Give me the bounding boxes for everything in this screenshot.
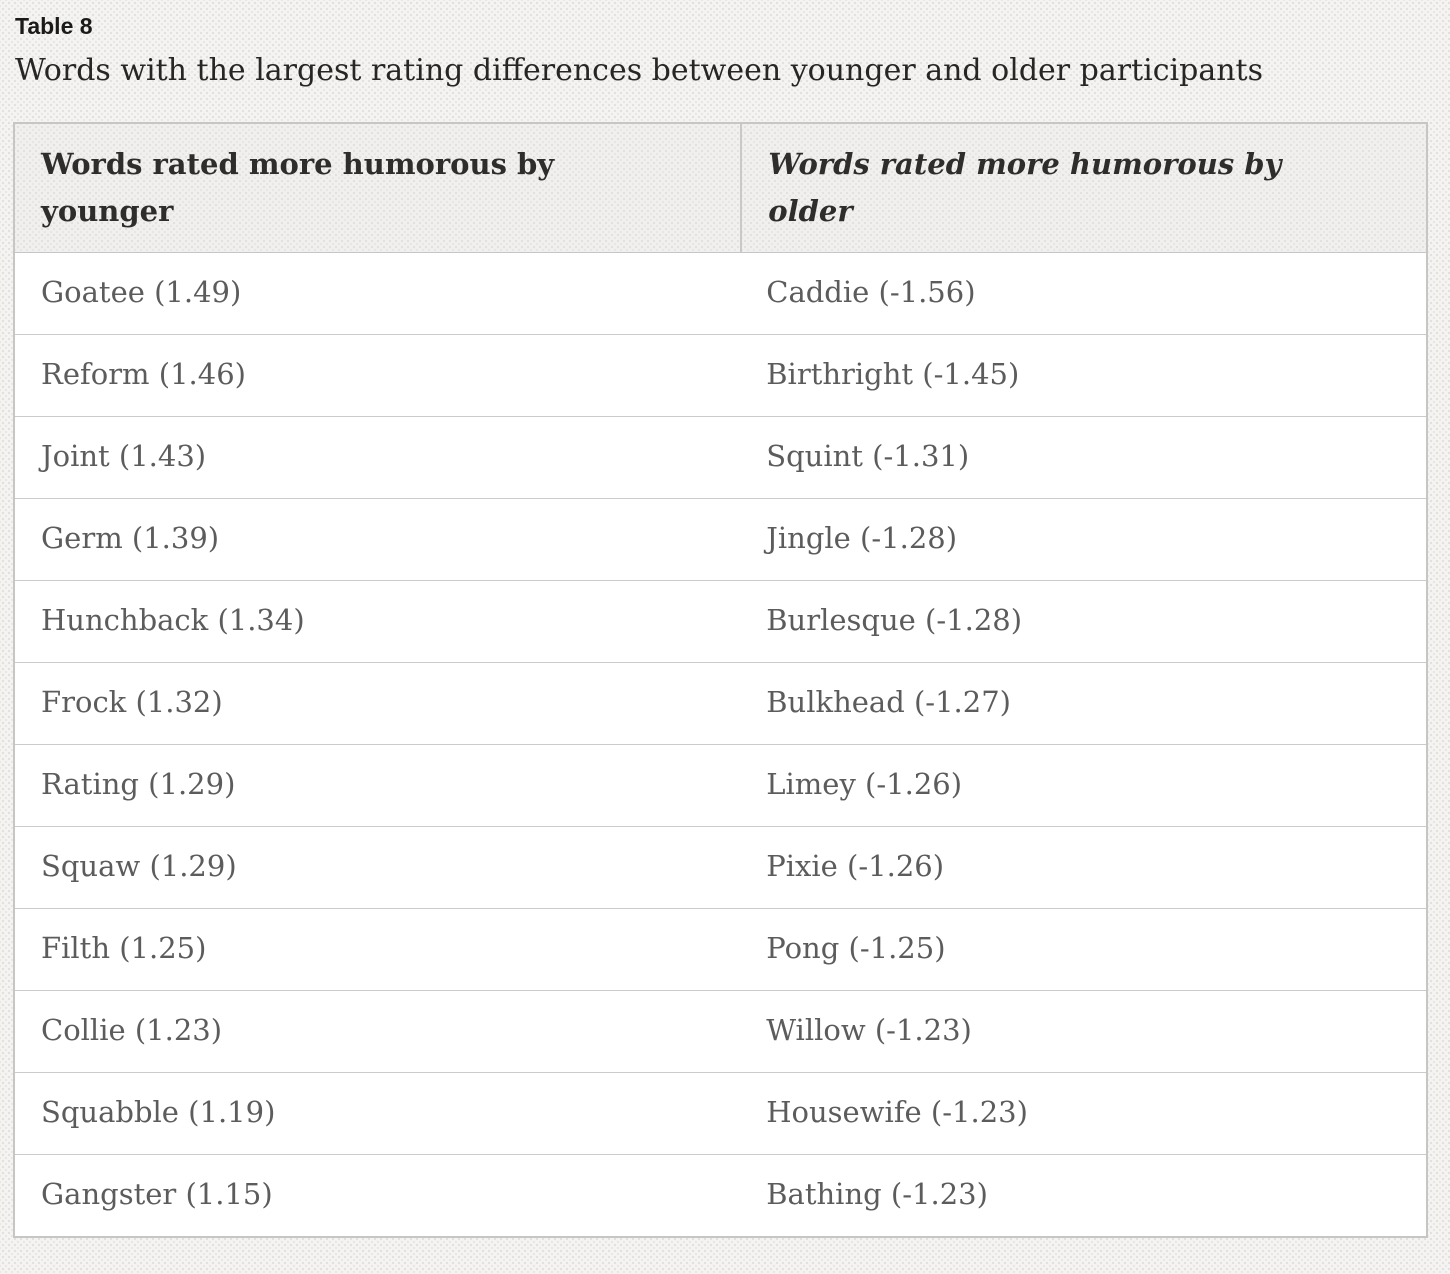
column-header-older: Words rated more humorous by older [740, 124, 1426, 253]
header-row: Words rated more humorous by younger Wor… [15, 124, 1426, 253]
table-row: Gangster (1.15) Bathing (-1.23) [15, 1155, 1426, 1236]
cell-younger: Collie (1.23) [15, 991, 741, 1073]
column-header-younger-label: Words rated more humorous by younger [41, 147, 555, 228]
cell-older: Caddie (-1.56) [740, 253, 1426, 335]
cell-older: Birthright (-1.45) [740, 335, 1426, 417]
cell-older: Squint (-1.31) [740, 417, 1426, 499]
table-row: Hunchback (1.34) Burlesque (-1.28) [15, 581, 1426, 663]
cell-younger: Reform (1.46) [15, 335, 741, 417]
ratings-table: Words rated more humorous by younger Wor… [13, 122, 1428, 1238]
cell-younger: Germ (1.39) [15, 499, 741, 581]
article-table-section: Table 8 Words with the largest rating di… [13, 13, 1428, 1238]
table-row: Filth (1.25) Pong (-1.25) [15, 909, 1426, 991]
cell-younger: Joint (1.43) [15, 417, 741, 499]
cell-older: Bulkhead (-1.27) [740, 663, 1426, 745]
cell-younger: Frock (1.32) [15, 663, 741, 745]
cell-older: Limey (-1.26) [740, 745, 1426, 827]
table-caption: Words with the largest rating difference… [15, 53, 1263, 88]
cell-older: Willow (-1.23) [740, 991, 1426, 1073]
column-header-older-label: Words rated more humorous by older [768, 147, 1282, 228]
cell-older: Pong (-1.25) [740, 909, 1426, 991]
table-row: Goatee (1.49) Caddie (-1.56) [15, 253, 1426, 335]
cell-older: Bathing (-1.23) [740, 1155, 1426, 1236]
table-row: Germ (1.39) Jingle (-1.28) [15, 499, 1426, 581]
cell-older: Pixie (-1.26) [740, 827, 1426, 909]
table-row: Squabble (1.19) Housewife (-1.23) [15, 1073, 1426, 1155]
cell-younger: Rating (1.29) [15, 745, 741, 827]
cell-older: Jingle (-1.28) [740, 499, 1426, 581]
cell-younger: Filth (1.25) [15, 909, 741, 991]
cell-younger: Gangster (1.15) [15, 1155, 741, 1236]
table-row: Reform (1.46) Birthright (-1.45) [15, 335, 1426, 417]
cell-younger: Hunchback (1.34) [15, 581, 741, 663]
cell-younger: Goatee (1.49) [15, 253, 741, 335]
cell-younger: Squabble (1.19) [15, 1073, 741, 1155]
cell-older: Burlesque (-1.28) [740, 581, 1426, 663]
cell-older: Housewife (-1.23) [740, 1073, 1426, 1155]
table-row: Rating (1.29) Limey (-1.26) [15, 745, 1426, 827]
table-row: Collie (1.23) Willow (-1.23) [15, 991, 1426, 1073]
table-row: Frock (1.32) Bulkhead (-1.27) [15, 663, 1426, 745]
table-number-label: Table 8 [15, 13, 93, 39]
table-row: Joint (1.43) Squint (-1.31) [15, 417, 1426, 499]
column-header-younger: Words rated more humorous by younger [15, 124, 741, 253]
table-row: Squaw (1.29) Pixie (-1.26) [15, 827, 1426, 909]
cell-younger: Squaw (1.29) [15, 827, 741, 909]
